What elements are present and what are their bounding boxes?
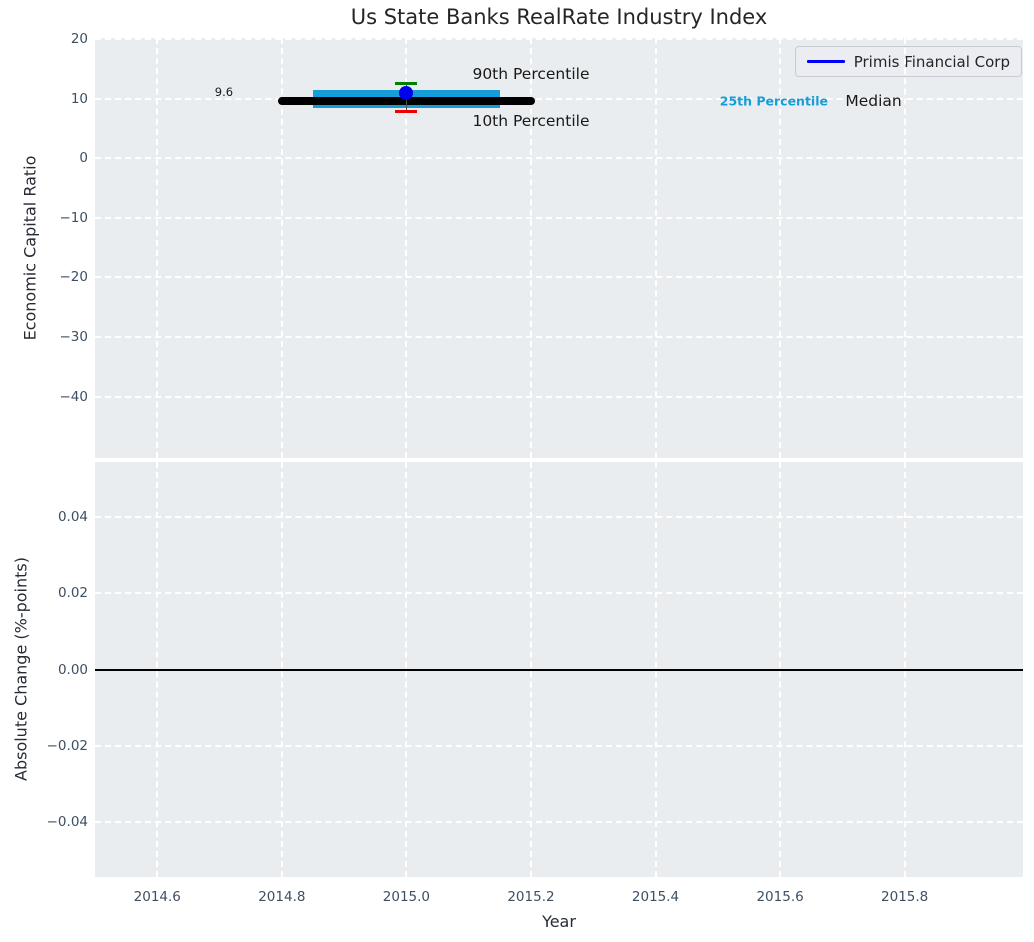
x-tick-label: 2015.4	[631, 889, 680, 905]
y-tick-label: −0.04	[46, 813, 88, 830]
whisker-cap-10th	[395, 110, 418, 114]
gridline-vertical	[779, 38, 782, 458]
x-tick-label: 2015.6	[756, 889, 804, 905]
x-tick-label: 2015.2	[507, 889, 555, 905]
gridline-horizontal	[95, 336, 1023, 339]
annotation: 10th Percentile	[472, 112, 590, 131]
gridline-horizontal	[95, 744, 1023, 747]
chart-title: Us State Banks RealRate Industry Index	[350, 5, 768, 29]
x-axis-label: Year	[542, 912, 576, 931]
gridline-vertical	[156, 38, 159, 458]
y-tick-label: 0.00	[57, 661, 88, 678]
gridline-horizontal	[95, 516, 1023, 519]
gridline-vertical	[529, 38, 532, 458]
gridline-horizontal	[95, 276, 1023, 279]
annotation: 25th Percentile	[719, 93, 828, 109]
legend-line-sample	[806, 60, 845, 63]
y-tick-label: −20	[59, 269, 89, 286]
x-tick-label: 2014.6	[133, 889, 181, 905]
y-tick-label: −10	[59, 209, 89, 226]
legend-label: Primis Financial Corp	[853, 52, 1010, 71]
gridline-horizontal	[95, 157, 1023, 160]
annotation: Median	[845, 92, 902, 111]
y-tick-label: 0.02	[57, 585, 88, 602]
x-tick-label: 2015.8	[881, 889, 929, 905]
annotation: 9.6	[214, 84, 234, 99]
top-plot-area	[95, 38, 1023, 458]
legend: Primis Financial Corp	[794, 46, 1022, 77]
gridline-horizontal	[95, 97, 1023, 100]
y-tick-label: 20	[70, 31, 88, 48]
annotation: 90th Percentile	[472, 64, 590, 83]
gridline-vertical	[280, 38, 283, 458]
company-data-point	[399, 85, 414, 100]
x-tick-label: 2015.0	[382, 889, 431, 905]
gridline-vertical	[903, 38, 906, 458]
gridline-vertical	[654, 38, 657, 458]
y-tick-label: −0.02	[46, 737, 88, 754]
y-tick-label: 0	[79, 150, 88, 167]
whisker-cap-90th	[395, 82, 418, 86]
y-tick-label: 10	[70, 90, 88, 107]
zero-line	[95, 668, 1023, 671]
gridline-horizontal	[95, 592, 1023, 595]
y-tick-label: 0.04	[57, 509, 88, 526]
gridline-vertical	[405, 38, 408, 458]
y-tick-label: −30	[59, 329, 89, 346]
gridline-horizontal	[95, 216, 1023, 219]
x-tick-label: 2014.8	[258, 889, 306, 905]
gridline-horizontal	[95, 820, 1023, 823]
gridline-horizontal	[95, 395, 1023, 398]
gridline-horizontal	[95, 38, 1023, 41]
top-y-axis-label: Economic Capital Ratio	[20, 155, 40, 341]
y-tick-label: −40	[59, 388, 89, 405]
